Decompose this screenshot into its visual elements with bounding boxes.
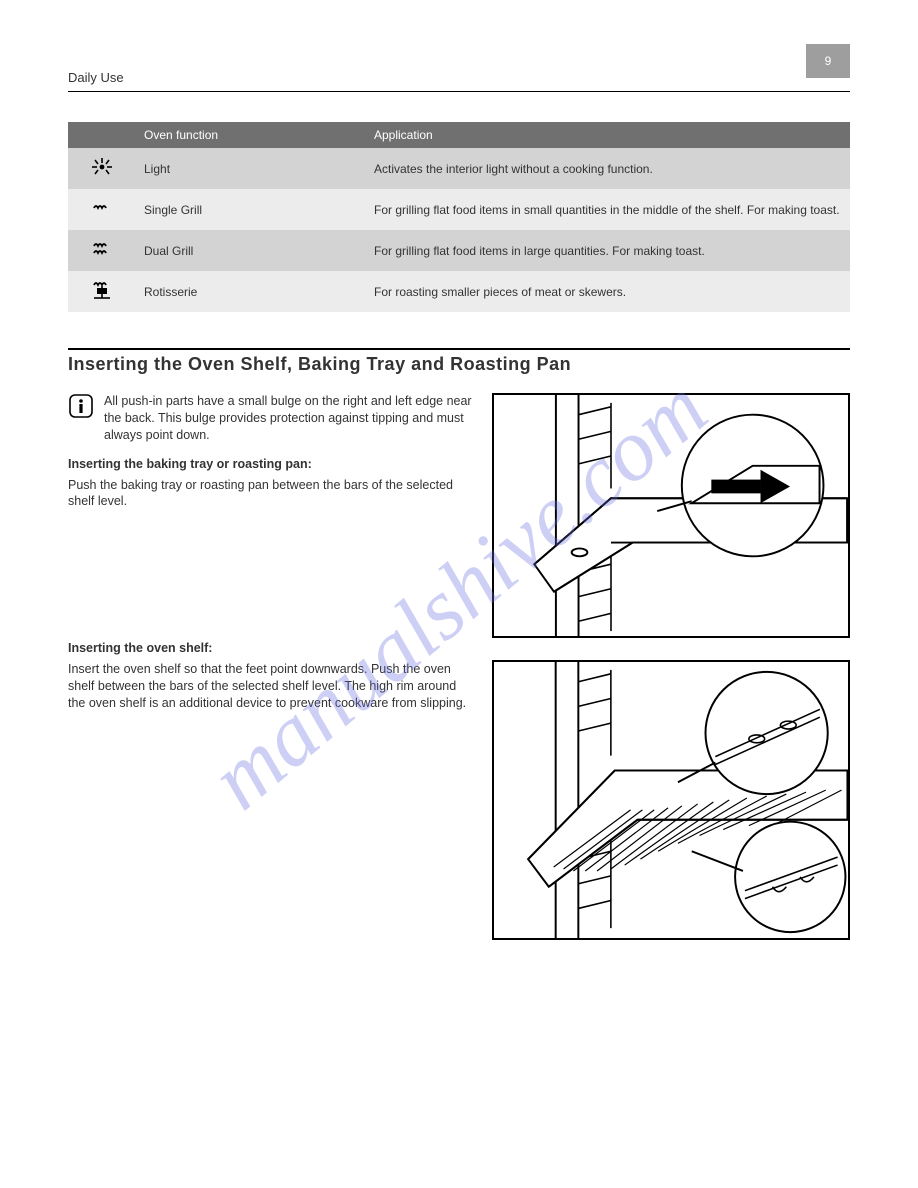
cell-application: For grilling flat food items in small qu… [366,189,850,230]
section-heading: Inserting the Oven Shelf, Baking Tray an… [68,348,850,375]
shelf-text: Insert the oven shelf so that the feet p… [68,661,474,712]
table-row: Light Activates the interior light witho… [68,148,850,189]
oven-functions-table: Oven function Application [68,122,850,312]
figure-column [492,393,850,962]
page-number-badge: 9 [806,44,850,78]
cell-application: Activates the interior light without a c… [366,148,850,189]
info-text: All push-in parts have a small bulge on … [104,393,474,444]
figure-tray [492,393,850,638]
header-title: Daily Use [68,70,124,85]
table-row: Single Grill For grilling flat food item… [68,189,850,230]
table-row: Rotisserie For roasting smaller pieces o… [68,271,850,312]
cell-application: For roasting smaller pieces of meat or s… [366,271,850,312]
column-header-function: Oven function [136,122,366,148]
text-column: All push-in parts have a small bulge on … [68,393,474,962]
section-title: Inserting the Oven Shelf, Baking Tray an… [68,354,850,375]
tray-text: Push the baking tray or roasting pan bet… [68,477,474,511]
cell-function: Single Grill [136,189,366,230]
cell-function: Dual Grill [136,230,366,271]
column-header-icon [68,122,136,148]
section-rule [68,348,850,350]
cell-application: For grilling flat food items in large qu… [366,230,850,271]
light-icon [88,156,116,178]
info-note: All push-in parts have a small bulge on … [68,393,474,444]
table-row: Dual Grill For grilling flat food items … [68,230,850,271]
rotisserie-icon [88,279,116,301]
content-columns: All push-in parts have a small bulge on … [68,393,850,962]
info-icon [68,393,94,444]
dual-grill-icon [88,238,116,260]
column-header-application: Application [366,122,850,148]
single-grill-icon [88,197,116,219]
cell-function: Light [136,148,366,189]
shelf-heading: Inserting the oven shelf: [68,640,474,657]
tray-heading: Inserting the baking tray or roasting pa… [68,456,474,473]
figure-shelf [492,660,850,940]
page-header: Daily Use 9 [68,52,850,92]
cell-function: Rotisserie [136,271,366,312]
